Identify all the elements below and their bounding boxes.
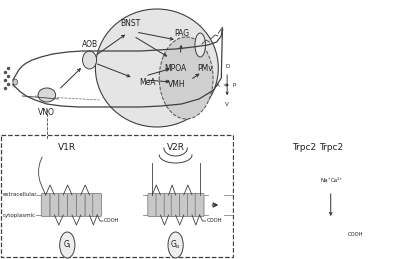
Text: Trpc2: Trpc2 [292, 143, 316, 152]
Text: VMH: VMH [168, 80, 186, 89]
Text: V2R: V2R [167, 143, 185, 152]
Text: Ca²⁺: Ca²⁺ [330, 178, 343, 183]
Text: extracellular: extracellular [2, 192, 37, 198]
Text: VNO: VNO [38, 108, 55, 117]
FancyBboxPatch shape [346, 193, 354, 217]
Text: PMv: PMv [197, 63, 213, 73]
FancyBboxPatch shape [188, 193, 196, 217]
FancyBboxPatch shape [41, 193, 50, 217]
Ellipse shape [82, 51, 96, 69]
FancyBboxPatch shape [93, 193, 102, 217]
Text: Na⁺: Na⁺ [320, 178, 331, 183]
Text: MeA: MeA [139, 77, 156, 87]
Text: cytoplasmic: cytoplasmic [2, 212, 36, 218]
FancyBboxPatch shape [171, 193, 180, 217]
FancyBboxPatch shape [305, 193, 314, 217]
Ellipse shape [195, 33, 206, 57]
FancyBboxPatch shape [1, 135, 233, 257]
Text: V: V [225, 102, 229, 107]
FancyBboxPatch shape [50, 193, 59, 217]
Text: AOB: AOB [82, 40, 98, 49]
FancyBboxPatch shape [85, 193, 94, 217]
FancyBboxPatch shape [195, 193, 204, 217]
Text: Trpc2: Trpc2 [319, 143, 343, 152]
Text: MPOA: MPOA [164, 63, 187, 73]
Text: V1R: V1R [58, 143, 76, 152]
Circle shape [60, 232, 75, 258]
FancyBboxPatch shape [313, 193, 322, 217]
Text: A: A [216, 83, 220, 88]
FancyBboxPatch shape [156, 193, 165, 217]
Ellipse shape [38, 88, 56, 102]
Text: G$_{\mathregular{i}}$: G$_{\mathregular{i}}$ [63, 239, 72, 251]
FancyBboxPatch shape [76, 193, 85, 217]
Text: BNST: BNST [120, 19, 140, 28]
Text: COOH: COOH [207, 219, 222, 224]
FancyBboxPatch shape [296, 193, 305, 217]
Ellipse shape [96, 9, 218, 127]
Ellipse shape [13, 79, 18, 85]
FancyBboxPatch shape [180, 193, 188, 217]
Text: COOH: COOH [348, 233, 363, 238]
Text: G$_{\mathregular{o}}$: G$_{\mathregular{o}}$ [170, 239, 181, 251]
Ellipse shape [159, 37, 213, 119]
FancyBboxPatch shape [59, 193, 68, 217]
FancyBboxPatch shape [164, 193, 173, 217]
Text: PAG: PAG [174, 29, 189, 38]
FancyBboxPatch shape [148, 193, 156, 217]
FancyBboxPatch shape [288, 193, 297, 217]
Text: COOH: COOH [104, 219, 120, 224]
Text: P: P [233, 83, 236, 88]
FancyBboxPatch shape [329, 193, 338, 217]
Circle shape [168, 232, 183, 258]
FancyBboxPatch shape [321, 193, 330, 217]
Text: D: D [225, 64, 229, 69]
FancyBboxPatch shape [68, 193, 76, 217]
